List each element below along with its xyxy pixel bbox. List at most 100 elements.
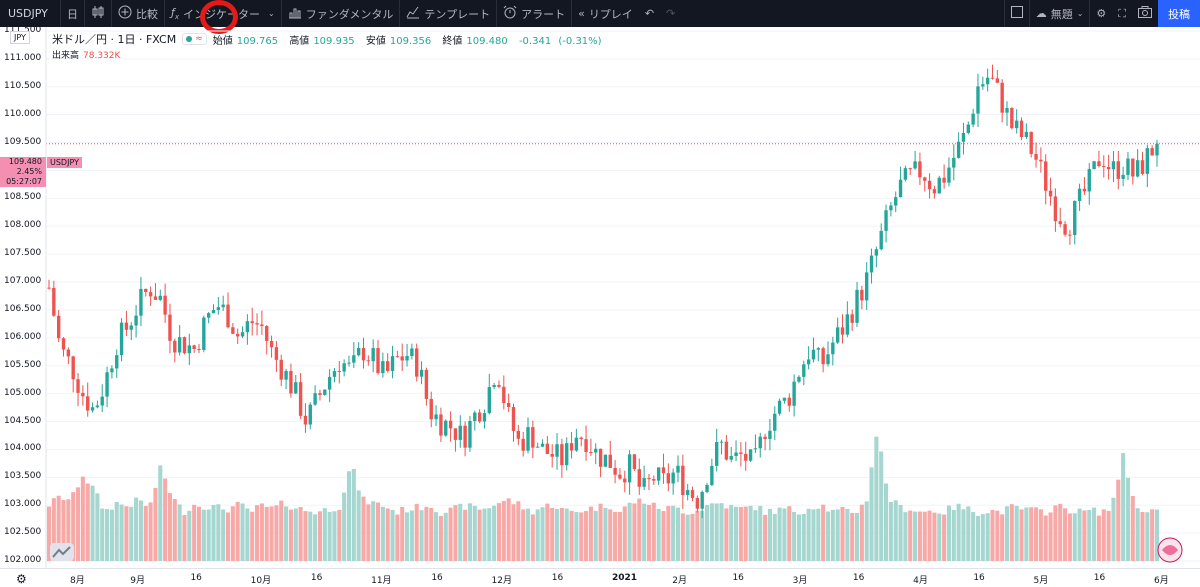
candle-body: [637, 469, 641, 487]
redo-button[interactable]: ↷: [660, 0, 681, 27]
candle-body: [240, 332, 245, 337]
volume-bar: [961, 509, 966, 561]
chart-style-button[interactable]: [85, 0, 111, 27]
undo-icon: ↶: [644, 7, 655, 20]
volume-bar: [1101, 509, 1106, 561]
candle-body: [521, 438, 525, 451]
candle-body: [995, 78, 1000, 83]
volume-bar: [1116, 479, 1121, 561]
volume-bar: [240, 503, 245, 561]
price-axis-label: 107.000: [4, 276, 42, 287]
volume-bar: [66, 499, 71, 561]
save-layout-button[interactable]: ☁ 無題 ⌄: [1030, 0, 1090, 27]
market-status-badge[interactable]: ≈: [182, 33, 207, 45]
candle-body: [719, 441, 724, 443]
volume-bar: [61, 500, 66, 561]
volume-bar: [753, 510, 758, 561]
series-title[interactable]: 米ドル／円 · 1日 · FXCM: [52, 33, 177, 46]
volume-bar: [1077, 508, 1082, 561]
fundamentals-button[interactable]: ファンダメンタル: [282, 0, 400, 27]
toolbar-divider: [399, 0, 401, 27]
candle-body: [327, 376, 332, 390]
volume-bar: [85, 483, 90, 561]
volume-bar: [46, 506, 52, 561]
time-axis-label: 16: [190, 573, 202, 583]
interval-button[interactable]: 日: [67, 7, 78, 21]
undo-button[interactable]: ↶: [639, 0, 660, 27]
layout-button[interactable]: [1005, 0, 1029, 27]
screenshot-button[interactable]: [1132, 0, 1158, 27]
candle-body: [56, 315, 61, 339]
volume-bar: [1121, 453, 1126, 561]
function-icon: ƒx: [171, 5, 180, 22]
volume-bar: [617, 511, 622, 561]
fullscreen-button[interactable]: ⛶: [1112, 0, 1132, 27]
candle-body: [1000, 82, 1004, 113]
volume-legend[interactable]: 出来高 78.332K: [52, 48, 120, 61]
toolbar-divider: [111, 0, 112, 27]
candle-body: [347, 362, 351, 364]
candle-body: [874, 249, 879, 256]
volume-bar: [951, 510, 956, 561]
volume-bar: [1053, 505, 1058, 561]
post-button[interactable]: 投稿: [1158, 0, 1200, 27]
candle-body: [1029, 131, 1033, 154]
candle-body: [76, 379, 80, 393]
candle-body: [71, 356, 75, 380]
currency-label[interactable]: JPY: [10, 31, 30, 44]
plus-circle-icon: [118, 5, 132, 22]
volume-bar: [816, 508, 821, 561]
volume-bar: [1111, 497, 1116, 561]
volume-bar: [303, 511, 308, 561]
settings-button[interactable]: ⚙: [1090, 0, 1112, 27]
volume-bar: [985, 513, 990, 561]
candle-body: [429, 398, 433, 420]
volume-bar: [216, 504, 221, 561]
volume-bar: [748, 505, 753, 561]
volume-bar: [472, 505, 477, 561]
volume-bar: [380, 506, 385, 561]
volume-bar: [632, 503, 637, 561]
price-chart[interactable]: [0, 27, 1200, 568]
candle-body: [908, 168, 912, 170]
volume-bar: [1000, 514, 1005, 561]
replay-button[interactable]: « リプレイ: [572, 0, 639, 27]
volume-bar: [801, 513, 806, 561]
candle-body: [990, 77, 995, 79]
volume-bar: [913, 511, 918, 561]
candle-body: [177, 337, 182, 353]
volume-bar: [671, 505, 676, 561]
candle-body: [715, 441, 719, 466]
candle-body: [826, 354, 830, 365]
price-axis-label: 105.000: [4, 387, 42, 398]
price-axis[interactable]: 111.500111.000110.500110.000109.500109.0…: [0, 25, 46, 568]
alert-button[interactable]: アラート: [497, 0, 571, 27]
volume-bar: [1072, 513, 1077, 561]
candle-body: [758, 436, 762, 449]
volume-bar: [1154, 509, 1160, 561]
low-label: 安値: [365, 35, 386, 47]
candle-body: [182, 337, 187, 354]
volume-bar: [1140, 512, 1145, 561]
time-axis-label: 9月: [130, 576, 145, 586]
time-axis[interactable]: ⚙ 8月 9月 16 10月 16 11月 16 12月 16 2021 2月 16 3月 16 4月 16 5…: [0, 568, 1200, 587]
templates-button[interactable]: テンプレート: [400, 0, 496, 27]
volume-bar: [627, 502, 632, 561]
compare-button[interactable]: 比較: [112, 0, 164, 27]
volume-bar: [937, 513, 942, 561]
chart-settings-gear-icon[interactable]: ⚙: [16, 572, 27, 586]
redo-icon: ↷: [666, 7, 676, 20]
low-value: 109.356: [389, 35, 432, 47]
volume-bar: [1125, 477, 1131, 561]
volume-bar: [932, 512, 937, 561]
volume-bar: [438, 515, 443, 561]
candle-body: [555, 444, 559, 457]
candle-body: [405, 356, 409, 361]
tradingview-logo[interactable]: [50, 543, 74, 561]
candle-body: [565, 443, 569, 466]
candle-body: [932, 189, 937, 194]
volume-bar: [196, 506, 202, 561]
volume-bar: [966, 506, 971, 561]
symbol-search-button[interactable]: USDJPY: [8, 7, 48, 20]
volume-bar: [95, 493, 100, 561]
